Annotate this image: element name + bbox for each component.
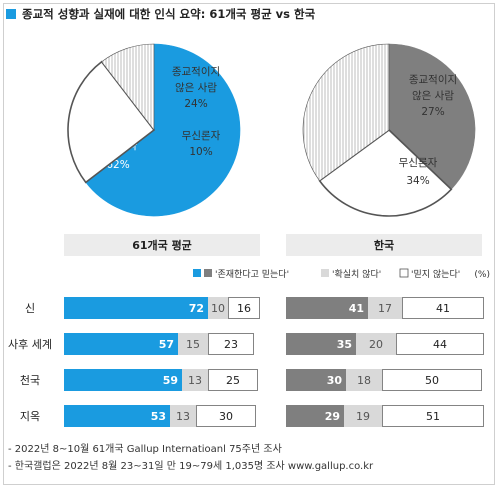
pie-slice-label: 종교적이지 않은 사람 27% (409, 74, 457, 118)
bar-value-label: 35 (337, 338, 352, 351)
panel-header-global: 61개국 평균 (64, 234, 260, 256)
bar-value-label: 51 (426, 410, 440, 423)
panel-header-bg (64, 234, 260, 256)
panel-header-label: 한국 (374, 238, 394, 252)
panel-header-label: 61개국 평균 (132, 238, 192, 252)
bar-value-label: 25 (226, 374, 240, 387)
bar-panel-korea: 41 17 41 35 20 44 30 18 50 29 19 51 (286, 297, 484, 427)
legend-label: '확실치 않다' (332, 268, 381, 280)
legend-swatch-not-believe (399, 268, 409, 278)
pie-slice (318, 128, 453, 217)
bar-panel-global: 72 10 16 57 15 23 59 13 25 53 13 30 (64, 297, 260, 427)
pie-slice (302, 43, 390, 182)
category-label: 사후 세계 (8, 338, 52, 351)
note-line: - 2022년 8~10월 61개국 Gallup Internatioanl … (8, 444, 282, 455)
legend-swatch-unsure (321, 269, 329, 277)
bar-value-label: 72 (189, 302, 204, 315)
bar-value-label: 29 (325, 410, 340, 423)
bar-segment (368, 297, 402, 319)
notes: - 2022년 8~10월 61개국 Gallup Internatioanl … (8, 441, 373, 475)
bar-segment (64, 333, 178, 355)
legend: '존재한다고 믿는다' '확실치 않다' '믿지 않는다' (%) (193, 268, 490, 280)
bar-value-label: 13 (176, 410, 190, 423)
pie-slice-label: 종교적이지 않은 사람 24% (172, 66, 220, 110)
legend-label: '존재한다고 믿는다' (215, 268, 289, 280)
panel-header-korea: 한국 (286, 234, 482, 256)
bar-value-label: 59 (163, 374, 178, 387)
pie-slice (85, 43, 241, 217)
pie-slice (388, 43, 476, 190)
pie-slice (67, 60, 156, 184)
bar-segment (228, 297, 260, 319)
legend-unit: (%) (474, 270, 490, 280)
bar-value-label: 13 (188, 374, 202, 387)
bar-segment (182, 369, 208, 391)
pie-slice (101, 43, 155, 131)
bar-segment (356, 333, 396, 355)
bar-segment (64, 297, 208, 319)
note-line: - 한국갤럽은 2022년 8월 23~31일 만 19~79세 1,035명 … (8, 461, 374, 472)
bar-segment (64, 405, 170, 427)
bar-value-label: 44 (433, 338, 447, 351)
bar-segment (178, 333, 208, 355)
bar-segment (208, 297, 228, 319)
bar-segment (382, 405, 484, 427)
bar-value-label: 23 (224, 338, 238, 351)
bar-value-label: 20 (369, 338, 383, 351)
bar-value-label: 18 (357, 374, 371, 387)
bar-segment (382, 369, 482, 391)
legend-swatch-believe-korea (204, 269, 212, 277)
bar-value-label: 15 (186, 338, 200, 351)
pie-slice-label: 무신론자 10% (182, 130, 221, 158)
bar-segment (346, 369, 382, 391)
bar-segment (286, 297, 368, 319)
bar-value-label: 30 (327, 374, 343, 387)
bar-segment (344, 405, 382, 427)
bar-value-label: 41 (349, 302, 364, 315)
bar-value-label: 57 (159, 338, 174, 351)
bar-value-label: 53 (151, 410, 166, 423)
title-square-icon (6, 9, 16, 19)
bar-segment (208, 369, 258, 391)
bar-value-label: 19 (356, 410, 370, 423)
bar-segment (286, 333, 356, 355)
title-row: 종교적 성향과 실재에 대한 인식 요약: 61개국 평균 vs 한국 (6, 6, 315, 22)
bar-value-label: 41 (436, 302, 450, 315)
bar-value-label: 10 (211, 302, 225, 315)
legend-swatch-believe-global (193, 269, 201, 277)
bar-segment (402, 297, 484, 319)
category-label: 신 (25, 302, 35, 315)
legend-label: '믿지 않는다' (411, 268, 460, 280)
bar-segment (396, 333, 484, 355)
bar-value-label: 17 (378, 302, 392, 315)
bar-segment (64, 369, 182, 391)
bar-segment (196, 405, 256, 427)
category-label: 지옥 (20, 410, 40, 423)
chart-title: 종교적 성향과 실재에 대한 인식 요약: 61개국 평균 vs 한국 (22, 7, 316, 21)
panel-header-bg (286, 234, 482, 256)
bar-segment (286, 369, 346, 391)
bar-value-label: 50 (425, 374, 439, 387)
bar-segment (286, 405, 344, 427)
bar-value-label: 30 (219, 410, 233, 423)
bar-segment (170, 405, 196, 427)
category-label: 천국 (20, 373, 40, 387)
bar-segment (208, 333, 254, 355)
bar-value-label: 16 (237, 302, 251, 315)
pie-slice-label: 무신론자 34% (399, 157, 438, 187)
